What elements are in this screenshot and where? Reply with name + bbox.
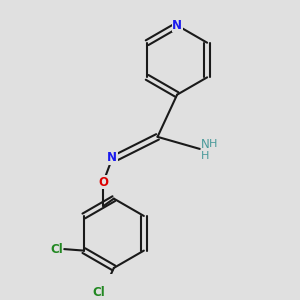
Text: H: H [201, 152, 210, 161]
Text: O: O [98, 176, 108, 189]
Text: N: N [172, 19, 182, 32]
Text: N: N [201, 138, 210, 151]
Text: N: N [107, 152, 117, 164]
Text: H: H [209, 140, 217, 149]
Text: Cl: Cl [50, 243, 63, 256]
Text: Cl: Cl [92, 286, 105, 299]
